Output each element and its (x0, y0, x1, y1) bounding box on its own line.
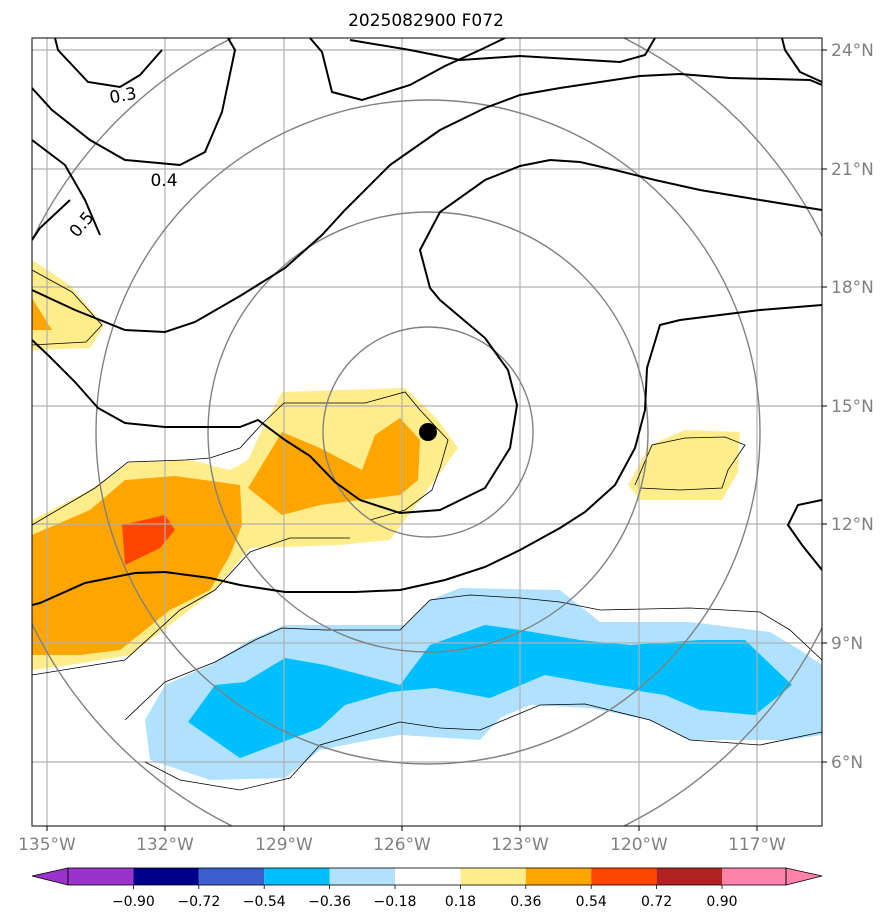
thin-boundary-contours (32, 269, 822, 791)
colorbar-label: 0.36 (510, 894, 541, 910)
negative-shading-mid (188, 625, 792, 758)
positive-shading-light-east (628, 430, 740, 500)
lat-label: 18°N (831, 278, 874, 298)
colorbar-label: 0.18 (445, 894, 476, 910)
colorbar-segment (264, 868, 330, 885)
colorbar: −0.90 −0.72 −0.54 −0.36 −0.18 0.18 0.36 … (31, 867, 823, 910)
lat-label: 15°N (831, 397, 874, 417)
lon-label: 120°W (610, 835, 668, 855)
lon-label: 126°W (373, 835, 431, 855)
colorbar-extend-high (785, 867, 823, 886)
colorbar-segment (656, 868, 722, 885)
height-contours (32, 38, 822, 606)
colorbar-label: 0.72 (641, 894, 672, 910)
colorbar-segment (198, 868, 265, 885)
colorbar-label: −0.54 (243, 894, 286, 910)
contour-label-0-4: 0.4 (150, 171, 177, 191)
colorbar-label: 0.90 (706, 894, 737, 910)
lon-label: 123°W (491, 835, 549, 855)
range-ring-2 (207, 211, 649, 653)
colorbar-segment (133, 868, 199, 885)
lat-label: 9°N (831, 634, 863, 654)
colorbar-label: 0.54 (576, 894, 607, 910)
lat-label: 12°N (831, 515, 874, 535)
colorbar-extend-low (31, 867, 69, 886)
latitude-labels: 24°N 21°N 18°N 15°N 12°N 9°N 6°N (831, 41, 874, 773)
colorbar-segment (591, 868, 657, 885)
gridlines (32, 38, 822, 826)
range-ring-1 (322, 326, 534, 538)
lon-label: 117°W (728, 835, 786, 855)
shading-layer (32, 260, 822, 780)
contour-label-0-5: 0.5 (66, 208, 99, 242)
positive-shading-light-west (32, 260, 104, 350)
colorbar-label: −0.36 (308, 894, 351, 910)
range-rings (32, 38, 822, 826)
colorbar-segment (460, 868, 526, 885)
colorbar-label: −0.72 (177, 894, 220, 910)
map-title: 2025082900 F072 (348, 11, 504, 31)
map-frame (31, 37, 823, 827)
positive-shading-mid-main (32, 476, 242, 655)
lon-label: 132°W (136, 835, 194, 855)
colorbar-label: −0.18 (374, 894, 417, 910)
range-ring-3 (95, 99, 761, 765)
lat-label: 24°N (831, 41, 874, 61)
map-plot-area: 0.3 0.4 0.5 (32, 38, 822, 826)
lat-label: 21°N (831, 160, 874, 180)
colorbar-segment (68, 868, 134, 885)
lon-label: 129°W (255, 835, 313, 855)
contour-label-0-3: 0.3 (108, 84, 138, 108)
tick-marks (46, 49, 827, 831)
storm-center-marker (419, 423, 437, 441)
colorbar-segment (395, 868, 461, 885)
positive-shading-dark (122, 515, 175, 565)
colorbar-segment (329, 868, 395, 885)
colorbar-segment (722, 868, 786, 885)
longitude-labels: 135°W 132°W 129°W 126°W 123°W 120°W 117°… (18, 835, 786, 855)
positive-shading-mid-central (248, 418, 420, 515)
lat-label: 6°N (831, 753, 863, 773)
colorbar-segment (525, 868, 592, 885)
colorbar-label: −0.90 (112, 894, 155, 910)
lon-label: 135°W (18, 835, 76, 855)
colorbar-frame (67, 867, 787, 886)
